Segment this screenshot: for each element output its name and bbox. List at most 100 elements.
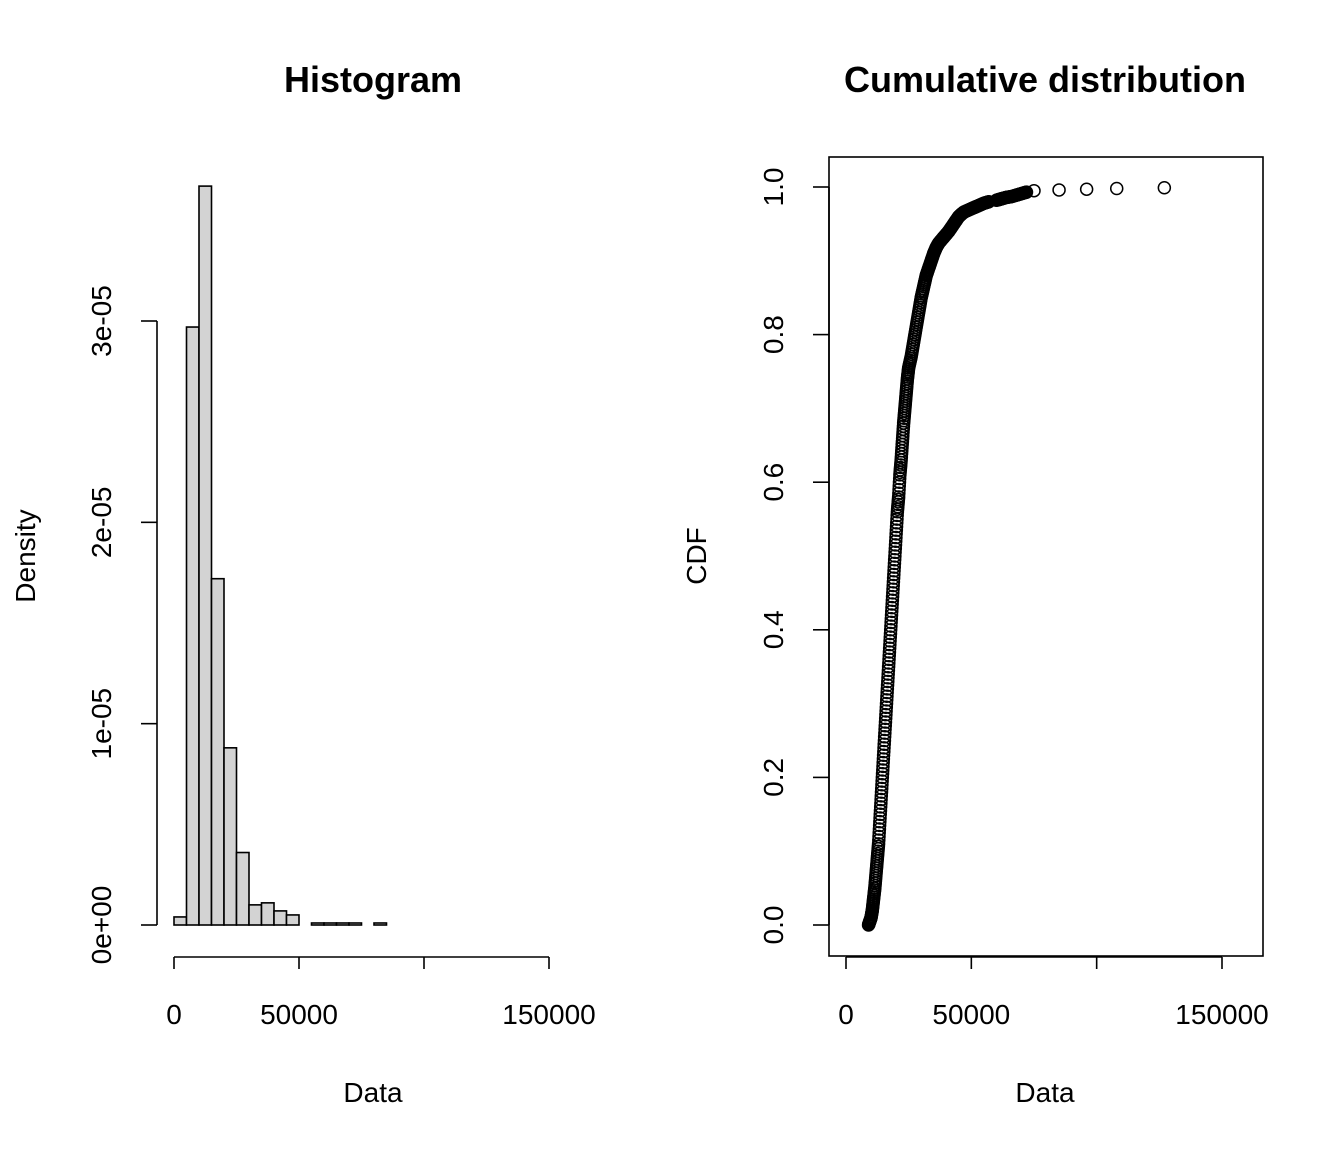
cdf-point (875, 766, 890, 781)
cdf-point (885, 589, 900, 604)
histogram-bar (248, 904, 263, 926)
cdf-point (892, 479, 907, 493)
cdf-point (887, 556, 902, 571)
cdf-point (882, 652, 896, 667)
cdf-point (886, 575, 901, 589)
cdf-point (1157, 180, 1172, 195)
histogram-bars (173, 185, 388, 926)
histogram-y-tick-label: 3e-05 (86, 285, 117, 357)
cdf-point (887, 564, 901, 578)
cdf-point (879, 704, 893, 718)
cdf-point (876, 752, 891, 766)
cdf-point (880, 689, 894, 703)
cdf-y-axis-label: CDF (681, 527, 712, 585)
cdf-point (889, 523, 904, 537)
cdf-point (872, 833, 886, 847)
cdf-point (881, 659, 896, 674)
cdf-point (873, 807, 888, 822)
histogram-bar (273, 910, 288, 926)
cdf-point (882, 656, 896, 670)
cdf-point (1018, 185, 1033, 200)
cdf-point (879, 693, 894, 707)
cdf-point (883, 637, 897, 652)
histogram-y-axis: 0e+00 1e-05 2e-05 3e-05 (86, 285, 158, 965)
histogram-bar (210, 577, 225, 926)
cdf-point (872, 818, 887, 833)
cdf-point (872, 822, 887, 836)
histogram-bar (235, 851, 250, 926)
cdf-point (891, 492, 906, 507)
cdf-point (892, 471, 907, 486)
cdf-point (871, 839, 886, 854)
cdf-point (883, 634, 897, 648)
cdf-y-axis: 0.0 0.2 0.4 0.6 0.8 1.0 (758, 168, 830, 945)
histogram-bar (223, 747, 238, 926)
cdf-point (876, 748, 891, 763)
histogram-y-tick-label: 0e+00 (86, 886, 117, 965)
cdf-point (883, 630, 898, 644)
cdf-point (886, 571, 901, 585)
cdf-point (878, 718, 893, 733)
cdf-point (880, 678, 895, 692)
cdf-point (888, 549, 902, 563)
histogram-x-tick-label: 50000 (260, 999, 338, 1030)
cdf-point (879, 696, 894, 711)
cdf-point (880, 685, 894, 700)
histogram-bar (260, 902, 275, 926)
cdf-point (874, 789, 889, 803)
cdf-point (886, 582, 900, 596)
cdf-y-tick-label: 0.8 (758, 315, 789, 354)
cdf-x-axis: 0 50000 150000 (838, 956, 1269, 1030)
cdf-point (874, 781, 889, 796)
cdf-point (882, 645, 897, 659)
cdf-point (877, 730, 892, 744)
cdf-point (884, 604, 899, 619)
histogram-panel: Histogram Data Density 0 50000 150000 0e+0… (10, 59, 596, 1108)
cdf-point (873, 811, 887, 825)
cdf-point (882, 641, 897, 655)
cdf-point (889, 527, 903, 541)
cdf-point (881, 671, 895, 685)
cdf-point (884, 619, 898, 633)
histogram-bar (310, 922, 325, 926)
cdf-point (874, 796, 888, 810)
histogram-bar (185, 326, 200, 926)
cdf-point (873, 800, 888, 814)
cdf-point (882, 648, 896, 663)
cdf-point (878, 722, 892, 737)
cdf-point (887, 567, 901, 582)
histogram-bar (373, 922, 388, 926)
cdf-point (883, 623, 898, 637)
histogram-bar (285, 914, 300, 926)
cdf-title: Cumulative distribution (844, 59, 1246, 100)
cdf-point (881, 667, 895, 681)
cdf-point (879, 700, 894, 715)
cdf-point (873, 814, 887, 829)
cdf-point (888, 538, 903, 552)
cdf-point (875, 770, 890, 785)
histogram-x-axis: 0 50000 150000 (166, 956, 596, 1030)
cdf-point (885, 597, 899, 611)
cdf-point (876, 763, 890, 777)
cdf-point (1109, 181, 1124, 196)
cdf-point (888, 545, 902, 560)
cdf-point (877, 733, 892, 748)
cdf-point (886, 578, 900, 593)
cdf-point (881, 674, 895, 689)
cdf-point (872, 829, 886, 844)
cdf-point (896, 419, 911, 433)
cdf-x-tick-label: 50000 (932, 999, 1010, 1030)
cdf-y-tick-label: 0.2 (758, 758, 789, 797)
cdf-point (1052, 183, 1066, 197)
histogram-bar (335, 922, 350, 926)
cdf-point (890, 516, 904, 530)
cdf-y-tick-label: 0.0 (758, 906, 789, 945)
cdf-point (880, 682, 895, 696)
cdf-points (861, 180, 1172, 932)
histogram-y-axis-label: Density (10, 509, 41, 602)
cdf-point (887, 560, 902, 574)
cdf-point (883, 626, 898, 641)
cdf-point (887, 552, 902, 567)
cdf-point (879, 707, 893, 722)
